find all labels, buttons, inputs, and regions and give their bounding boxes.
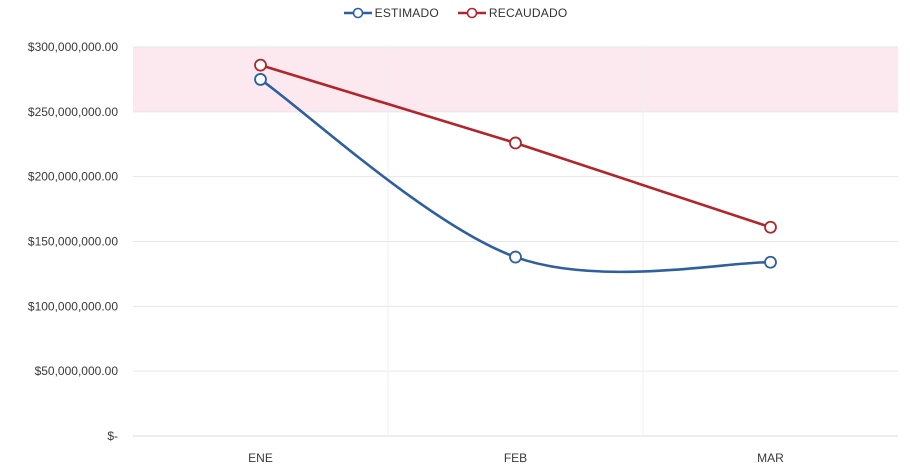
y-tick-label: $50,000,000.00 [35, 364, 119, 378]
y-tick-label: $150,000,000.00 [28, 235, 118, 249]
data-point-estimado [765, 257, 776, 268]
plot-top-band [133, 47, 898, 112]
data-point-estimado [510, 252, 521, 263]
y-tick-label: $100,000,000.00 [28, 299, 118, 313]
x-tick-label: ENE [248, 451, 273, 465]
y-tick-label: $200,000,000.00 [28, 170, 118, 184]
y-tick-label: $250,000,000.00 [28, 105, 118, 119]
x-tick-label: FEB [504, 451, 527, 465]
y-tick-label: $300,000,000.00 [28, 40, 118, 54]
data-point-estimado [255, 74, 266, 85]
x-tick-label: MAR [757, 451, 784, 465]
data-point-recaudado [765, 222, 776, 233]
data-point-recaudado [255, 60, 266, 71]
data-point-recaudado [510, 137, 521, 148]
y-tick-label: $- [107, 429, 118, 443]
